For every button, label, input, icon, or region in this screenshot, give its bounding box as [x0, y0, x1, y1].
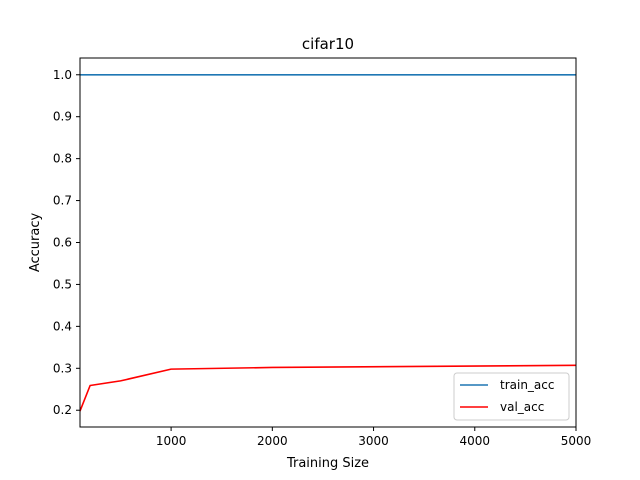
series-layer: [79, 73, 577, 412]
legend-label-train_acc: train_acc: [500, 378, 554, 392]
y-tick-label: 0.2: [53, 403, 72, 417]
x-axis-label: Training Size: [286, 456, 369, 471]
y-axis-ticks: 0.2 0.3 0.4 0.5 0.6 0.7 0.8 0.9 1.0: [53, 68, 80, 417]
legend: train_acc val_acc: [453, 372, 570, 421]
y-axis-label: Accuracy: [28, 213, 43, 273]
y-tick-label: 0.9: [53, 110, 72, 124]
chart-title: cifar10: [302, 35, 354, 53]
x-tick-label: 3000: [358, 434, 389, 448]
legend-label-val_acc: val_acc: [500, 400, 544, 414]
x-tick-label: 2000: [257, 434, 288, 448]
plot-background: [80, 58, 576, 427]
y-tick-label: 0.8: [53, 152, 72, 166]
y-tick-label: 0.4: [53, 319, 72, 333]
y-tick-label: 0.5: [53, 277, 72, 291]
x-tick-label: 1000: [156, 434, 187, 448]
y-tick-label: 1.0: [53, 68, 72, 82]
plot-area: [79, 57, 577, 428]
y-tick-label: 0.3: [53, 361, 72, 375]
series-line-val_acc: [79, 364, 577, 412]
x-axis-ticks: 1000 2000 3000 4000 5000: [156, 427, 591, 448]
y-tick-label: 0.6: [53, 236, 72, 250]
x-tick-label: 4000: [460, 434, 491, 448]
y-tick-label: 0.7: [53, 194, 72, 208]
x-tick-label: 5000: [561, 434, 592, 448]
